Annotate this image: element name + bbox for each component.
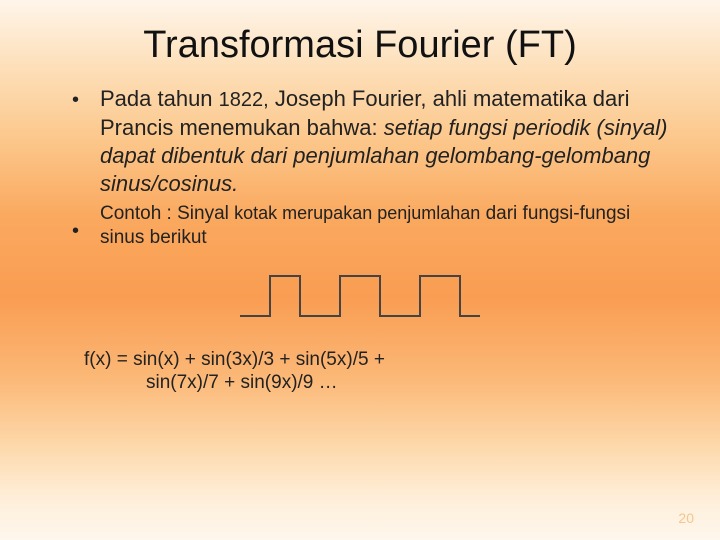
b1-lead: Pada tahun [100,86,213,111]
formula-line-2: sin(7x)/7 + sin(9x)/9 … [0,371,720,395]
content-area: • Pada tahun 1822, Joseph Fourier, ahli … [0,85,720,198]
bullet-2: • [72,216,100,244]
square-wave-svg [240,270,480,322]
sub-c: dari [486,203,518,224]
b1-year: 1822, [219,89,269,111]
formula-line-1: f(x) = sin(x) + sin(3x)/3 + sin(5x)/5 + [0,348,720,372]
square-wave-figure [0,270,720,322]
bullet-marker-2: • [72,216,100,244]
slide-title: Transformasi Fourier (FT) [0,0,720,85]
page-number: 20 [678,510,694,526]
bullet-marker: • [72,85,100,113]
sub-text: Contoh : Sinyal kotak merupakan penjumla… [0,202,720,250]
bullet-1: • Pada tahun 1822, Joseph Fourier, ahli … [72,85,680,198]
sub-b: kotak merupakan penjumlahan [234,203,480,223]
bullet-1-text: Pada tahun 1822, Joseph Fourier, ahli ma… [100,85,680,198]
sub-a: Contoh : Sinyal [100,203,229,224]
